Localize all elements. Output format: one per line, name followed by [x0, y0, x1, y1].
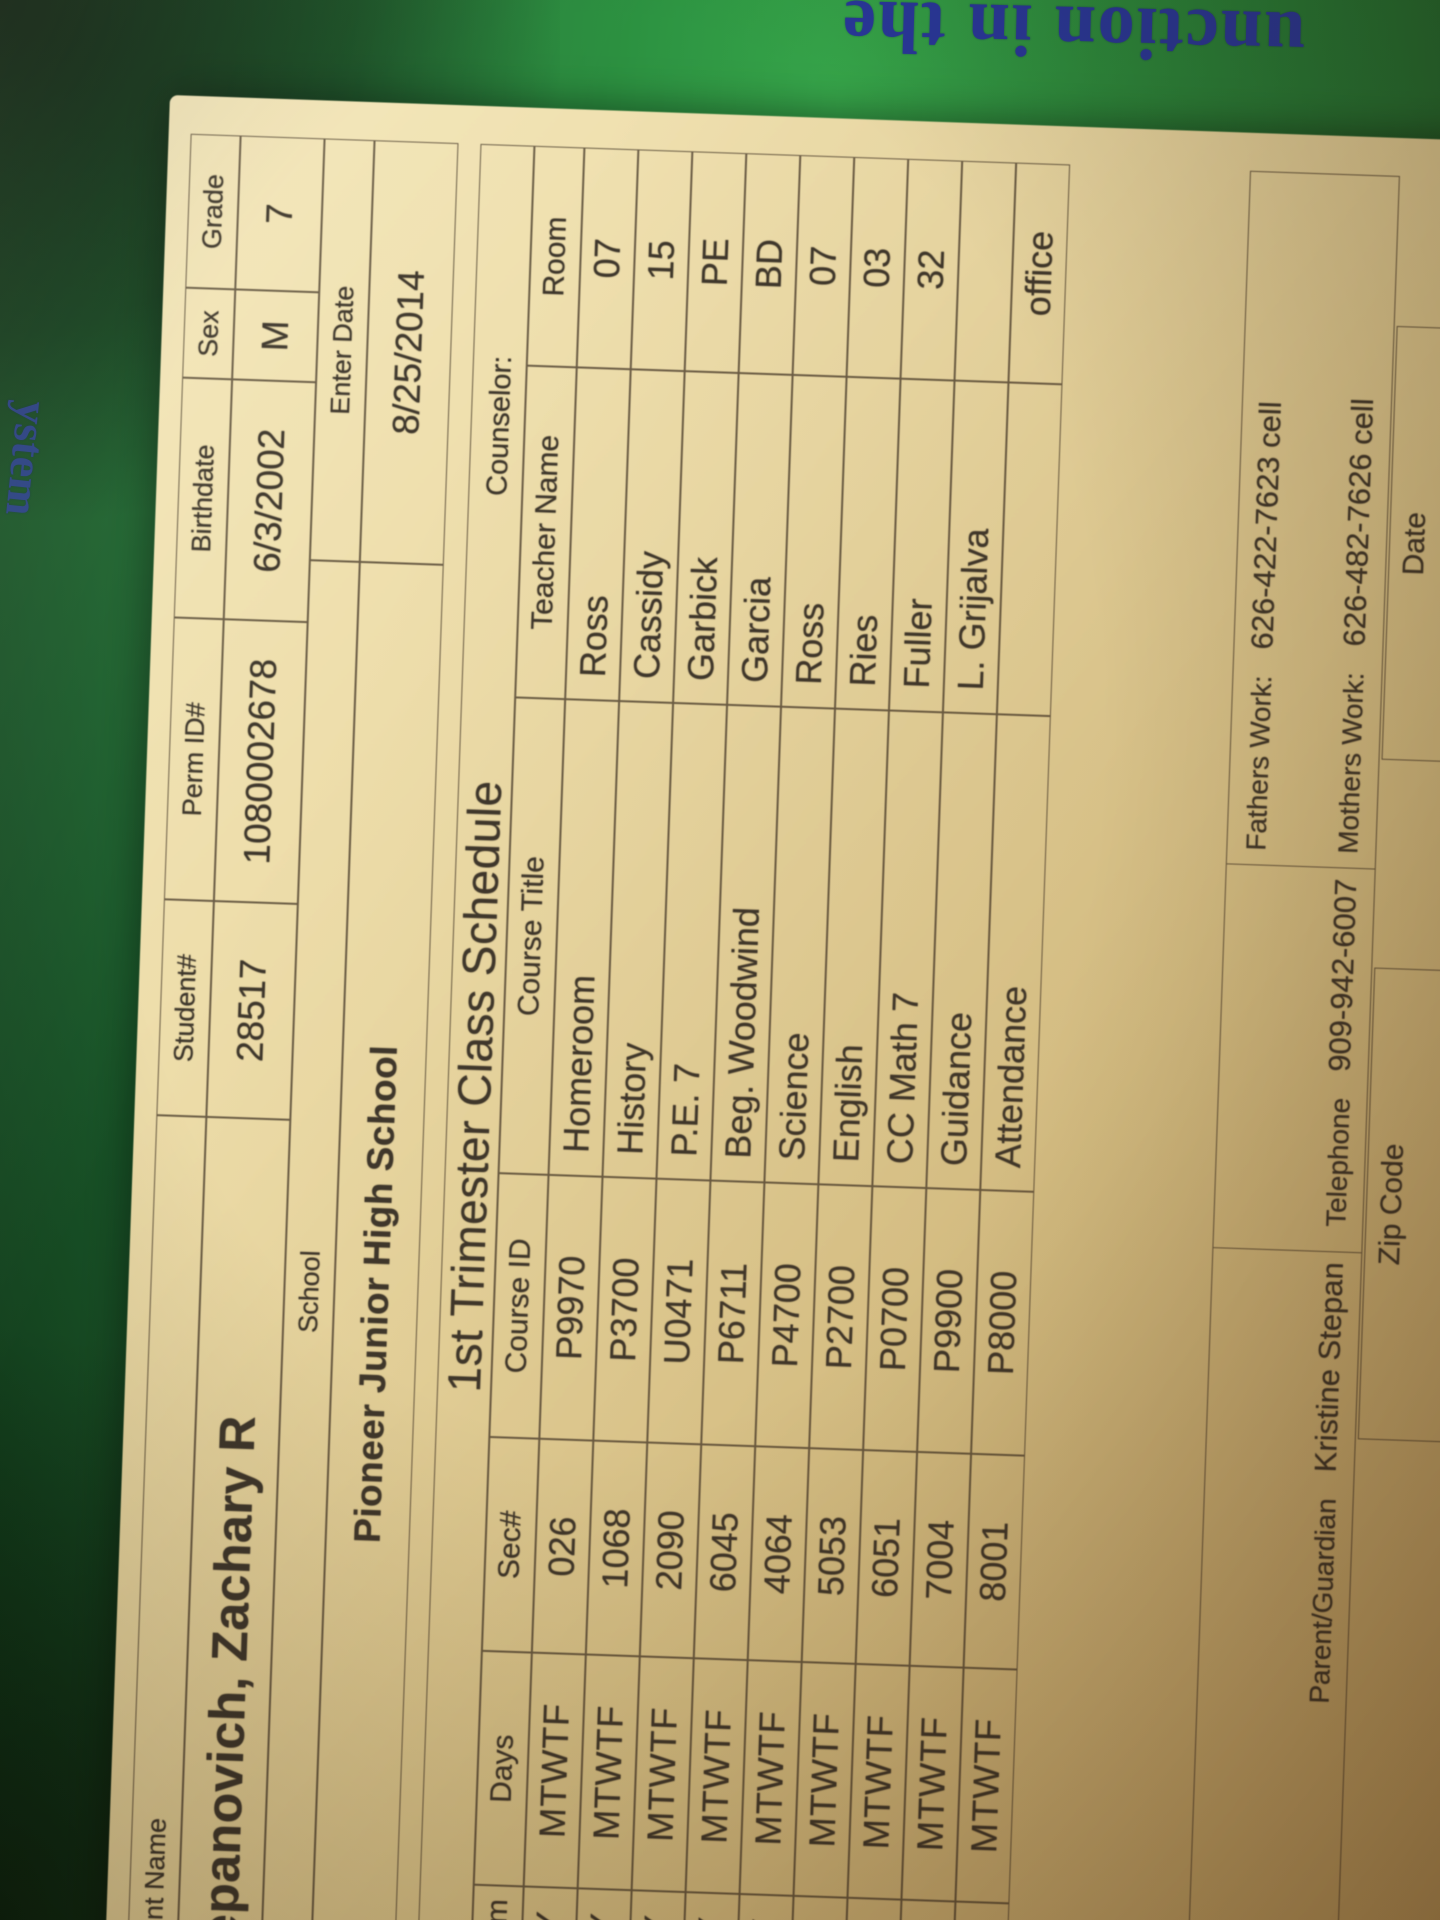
- work-phones-block: Fathers Work: 626-422-7623 cell Mothers …: [1226, 171, 1399, 870]
- parent-guardian-name: Kristine Stepan: [1307, 1261, 1350, 1473]
- days-cell: MTWTF: [901, 1665, 964, 1902]
- student-number-value: 28517: [206, 901, 298, 1120]
- section-cell: 8001: [963, 1453, 1026, 1670]
- room-cell: 15: [630, 149, 693, 372]
- telephone-label: Telephone: [1320, 1097, 1356, 1228]
- semester-cell: Y: [898, 1899, 956, 1920]
- section-cell: 2090: [639, 1442, 702, 1659]
- section-cell: 1068: [585, 1440, 648, 1657]
- col-header-sm: Sm: [471, 1884, 524, 1920]
- birthdate-label: Birthdate: [173, 377, 233, 620]
- course-id-cell: P8000: [971, 1189, 1035, 1456]
- room-cell: 03: [846, 156, 909, 379]
- days-cell: MTWTF: [577, 1654, 640, 1891]
- section-cell: 6051: [855, 1450, 918, 1666]
- course-id-cell: P3700: [593, 1176, 657, 1443]
- semester-cell: Y: [737, 1893, 794, 1920]
- semester-cell: Y: [575, 1888, 632, 1920]
- room-cell: 32: [900, 158, 963, 381]
- schedule-document: Student Name Student# Perm ID# Birthdate…: [98, 95, 1440, 1920]
- semester-cell: Y: [791, 1895, 848, 1920]
- semester-cell: Y: [629, 1890, 686, 1920]
- section-cell: 5053: [801, 1448, 864, 1664]
- course-id-cell: P4700: [755, 1182, 819, 1449]
- days-cell: MTWTF: [955, 1667, 1018, 1904]
- semester-cell: Y: [683, 1892, 740, 1920]
- grade-label: Grade: [185, 133, 241, 290]
- perm-id-value: 1080002678: [213, 619, 308, 904]
- course-id-cell: P6711: [701, 1180, 765, 1447]
- teacher-cell: [996, 382, 1063, 717]
- days-cell: MTWTF: [793, 1662, 856, 1898]
- room-cell: office: [1008, 162, 1071, 385]
- course-id-cell: P9900: [917, 1188, 981, 1454]
- contact-footer: Parent/Guardian Kristine Stepan Telephon…: [1184, 170, 1400, 1920]
- course-id-cell: P9970: [539, 1174, 603, 1441]
- room-cell: BD: [738, 153, 801, 375]
- fathers-work-label: Fathers Work:: [1240, 674, 1278, 852]
- student-number-label: Student#: [156, 899, 214, 1117]
- days-cell: MTWTF: [739, 1660, 802, 1896]
- room-cell: [954, 160, 1017, 383]
- section-cell: 7004: [909, 1451, 972, 1668]
- mothers-work-label: Mothers Work:: [1332, 671, 1370, 855]
- section-cell: 4064: [747, 1446, 810, 1663]
- semester-cell: Y: [521, 1886, 578, 1920]
- col-header-sec: Sec#: [481, 1436, 540, 1653]
- semester-cell: Y: [952, 1901, 1010, 1920]
- zip-code-cell: Zip Code: [1357, 967, 1440, 1443]
- col-header-days: Days: [473, 1650, 532, 1887]
- course-id-cell: U0471: [647, 1178, 711, 1445]
- days-cell: MTWTF: [523, 1652, 586, 1889]
- telephone-value: 909-942-6007: [1321, 878, 1364, 1073]
- sex-value: M: [232, 289, 320, 383]
- birthdate-value: 6/3/2002: [223, 379, 317, 623]
- schedule-rows: 0 Y MTWTF 026 P9970 Homeroom Ross 07 1: [519, 147, 1071, 1920]
- student-info-table: Student Name Student# Perm ID# Birthdate…: [124, 133, 459, 1920]
- fathers-work-line: Fathers Work: 626-422-7623 cell: [1237, 182, 1296, 851]
- days-cell: MTWTF: [631, 1656, 694, 1893]
- course-id-cell: P0700: [863, 1186, 927, 1452]
- parent-guardian-block: Parent/Guardian Kristine Stepan: [1185, 1248, 1361, 1920]
- book-cover-text: unction in the: [840, 0, 1306, 78]
- enter-date-value: 8/25/2014: [359, 140, 459, 565]
- section-cell: 026: [531, 1438, 594, 1655]
- days-cell: MTWTF: [847, 1663, 910, 1900]
- counselor-label: Counselor:: [481, 355, 519, 497]
- schedule-paper: Student Name Student# Perm ID# Birthdate…: [98, 95, 1440, 1920]
- room-cell: 07: [576, 147, 639, 370]
- semester-cell: Y: [844, 1897, 902, 1920]
- room-cell: 07: [792, 155, 855, 377]
- section-cell: 6045: [693, 1444, 756, 1661]
- col-header-room: Room: [526, 145, 585, 368]
- col-header-course-id: Course ID: [489, 1173, 549, 1439]
- fathers-work-phone: 626-422-7623 cell: [1244, 400, 1288, 650]
- telephone-block: Telephone 909-942-6007: [1213, 864, 1375, 1254]
- mothers-work-line: Mothers Work: 626-482-7626 cell: [1329, 185, 1388, 855]
- days-cell: MTWTF: [685, 1658, 748, 1894]
- schedule-table: 1st Trimester Class Schedule Counselor: …: [414, 143, 1071, 1920]
- room-cell: PE: [684, 151, 747, 374]
- course-id-cell: P2700: [809, 1184, 873, 1451]
- mothers-work-phone: 626-482-7626 cell: [1336, 397, 1381, 647]
- grade-value: 7: [235, 135, 325, 293]
- sex-label: Sex: [182, 287, 236, 380]
- parent-guardian-label: Parent/Guardian: [1303, 1497, 1342, 1705]
